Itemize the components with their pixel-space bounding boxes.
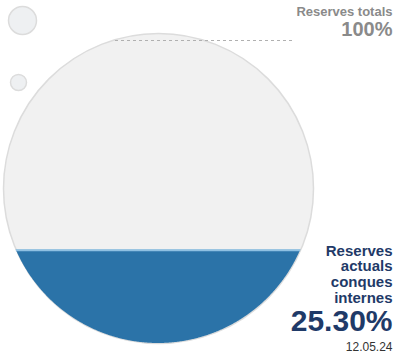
svg-text:25.30%: 25.30% xyxy=(291,304,393,337)
svg-text:Reserves totals: Reserves totals xyxy=(296,4,392,19)
svg-text:12.05.24: 12.05.24 xyxy=(346,340,393,354)
svg-text:100%: 100% xyxy=(341,18,392,40)
svg-text:Reservesactualsconquesinternes: Reservesactualsconquesinternes xyxy=(326,242,393,306)
